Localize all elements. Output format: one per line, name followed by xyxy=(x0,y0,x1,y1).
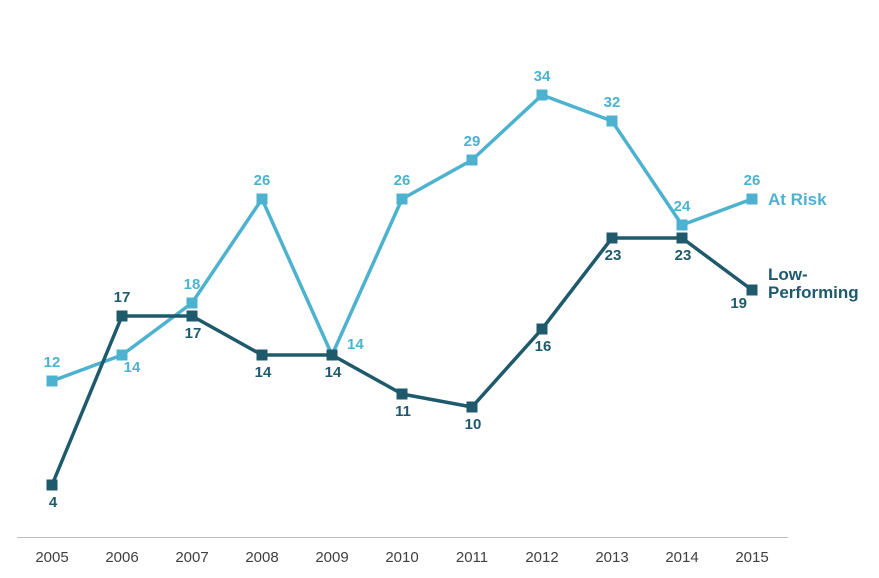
data-point-marker-low-performing xyxy=(746,284,758,296)
data-point-marker-at-risk xyxy=(186,297,198,309)
data-label-at-risk: 26 xyxy=(254,172,271,189)
x-axis-tick-label: 2009 xyxy=(315,549,348,566)
data-point-marker-low-performing xyxy=(676,232,688,244)
data-label-at-risk: 26 xyxy=(744,172,761,189)
data-point-marker-at-risk xyxy=(256,193,268,205)
data-label-low-performing: 14 xyxy=(325,364,342,381)
legend-label-low-performing: Low- xyxy=(768,265,808,284)
x-axis-tick-label: 2011 xyxy=(456,549,488,566)
legend-label-low-performing: Performing xyxy=(768,283,859,302)
data-point-marker-low-performing xyxy=(256,349,268,361)
x-axis-tick-label: 2015 xyxy=(735,549,768,566)
data-label-at-risk: 14 xyxy=(347,336,364,353)
data-label-low-performing: 10 xyxy=(465,416,482,433)
data-point-marker-low-performing xyxy=(536,323,548,335)
data-label-low-performing: 17 xyxy=(114,289,131,306)
data-point-marker-low-performing xyxy=(116,310,128,322)
x-axis-tick-label: 2005 xyxy=(35,549,68,566)
data-label-low-performing: 23 xyxy=(675,247,692,264)
x-axis-tick-label: 2014 xyxy=(665,549,698,566)
data-label-at-risk: 12 xyxy=(44,354,61,371)
data-point-marker-low-performing xyxy=(466,401,478,413)
x-axis-tick-label: 2006 xyxy=(105,549,138,566)
data-label-at-risk: 26 xyxy=(394,172,411,189)
data-point-marker-low-performing xyxy=(46,479,58,491)
data-point-marker-at-risk xyxy=(116,349,128,361)
data-point-marker-low-performing xyxy=(186,310,198,322)
data-point-marker-at-risk xyxy=(676,219,688,231)
data-point-marker-at-risk xyxy=(606,115,618,127)
data-label-low-performing: 17 xyxy=(185,325,202,342)
data-point-marker-low-performing xyxy=(396,388,408,400)
data-label-low-performing: 19 xyxy=(730,295,747,312)
data-label-low-performing: 16 xyxy=(535,338,552,355)
data-label-at-risk: 32 xyxy=(604,94,621,111)
data-label-at-risk: 24 xyxy=(674,198,691,215)
data-point-marker-at-risk xyxy=(396,193,408,205)
data-point-marker-low-performing xyxy=(326,349,338,361)
x-axis-tick-label: 2008 xyxy=(245,549,278,566)
data-label-low-performing: 23 xyxy=(605,247,622,264)
data-label-at-risk: 29 xyxy=(464,133,481,150)
data-point-marker-at-risk xyxy=(746,193,758,205)
data-point-marker-at-risk xyxy=(466,154,478,166)
data-label-low-performing: 4 xyxy=(49,494,58,511)
x-axis-tick-label: 2007 xyxy=(175,549,208,566)
data-point-marker-low-performing xyxy=(606,232,618,244)
data-label-low-performing: 14 xyxy=(255,364,272,381)
data-label-low-performing: 11 xyxy=(395,403,411,420)
data-label-at-risk: 14 xyxy=(124,359,141,376)
data-point-marker-at-risk xyxy=(46,375,58,387)
data-point-marker-at-risk xyxy=(536,89,548,101)
x-axis-tick-label: 2013 xyxy=(595,549,628,566)
data-label-at-risk: 18 xyxy=(184,276,201,293)
data-label-at-risk: 34 xyxy=(534,68,551,85)
series-line-low-performing xyxy=(50,236,754,487)
legend-label-at-risk: At Risk xyxy=(768,190,827,209)
x-axis-tick-label: 2010 xyxy=(385,549,418,566)
x-axis-tick-label: 2012 xyxy=(525,549,558,566)
